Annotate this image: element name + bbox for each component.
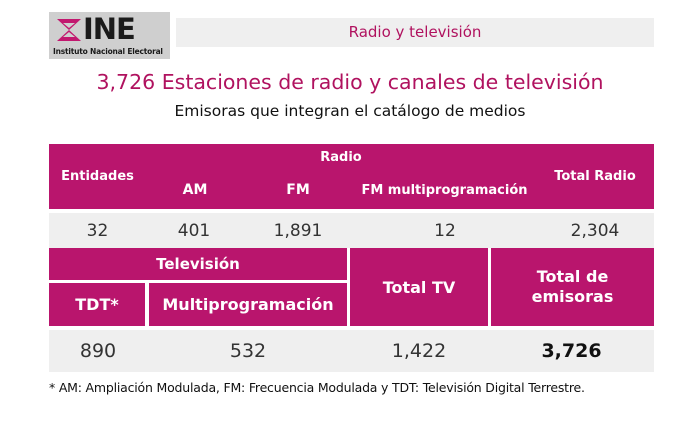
value-tdt: 890: [49, 330, 147, 372]
header-total-tv: Total TV: [350, 248, 488, 326]
page-title: 3,726 Estaciones de radio y canales de t…: [96, 70, 604, 94]
footnote: * AM: Ampliación Modulada, FM: Frecuenci…: [49, 380, 585, 395]
value-fm-multiprogramacion: 12: [354, 213, 536, 248]
value-total-radio: 2,304: [536, 213, 654, 248]
header-entidades: Entidades: [49, 144, 146, 209]
page-subtitle: Emisoras que integran el catálogo de med…: [174, 102, 526, 120]
header-fm-multiprogramacion: FM multiprogramación: [356, 173, 533, 207]
section-title: Radio y televisión: [348, 23, 482, 41]
section-header: Radio y televisión: [176, 18, 654, 47]
ine-logo-subtitle: Instituto Nacional Electoral: [53, 47, 163, 56]
ine-logo-text: INE: [83, 12, 136, 46]
value-multiprogramacion: 532: [147, 330, 349, 372]
header-radio: Radio: [146, 144, 536, 171]
header-tdt: TDT*: [49, 283, 145, 326]
ine-logo: INE Instituto Nacional Electoral: [49, 12, 170, 59]
header-total-radio: Total Radio: [536, 144, 654, 209]
value-total-tv: 1,422: [349, 330, 489, 372]
value-entidades: 32: [49, 213, 146, 248]
header-multiprogramacion: Multiprogramación: [149, 283, 347, 326]
value-total-emisoras: 3,726: [489, 330, 654, 372]
ine-logo-mark-icon: [57, 19, 81, 41]
header-fm: FM: [244, 173, 352, 207]
header-am: AM: [150, 173, 240, 207]
header-television: Televisión: [49, 248, 347, 280]
value-fm: 1,891: [242, 213, 354, 248]
header-total-emisoras: Total de emisoras: [491, 248, 654, 326]
value-am: 401: [146, 213, 242, 248]
